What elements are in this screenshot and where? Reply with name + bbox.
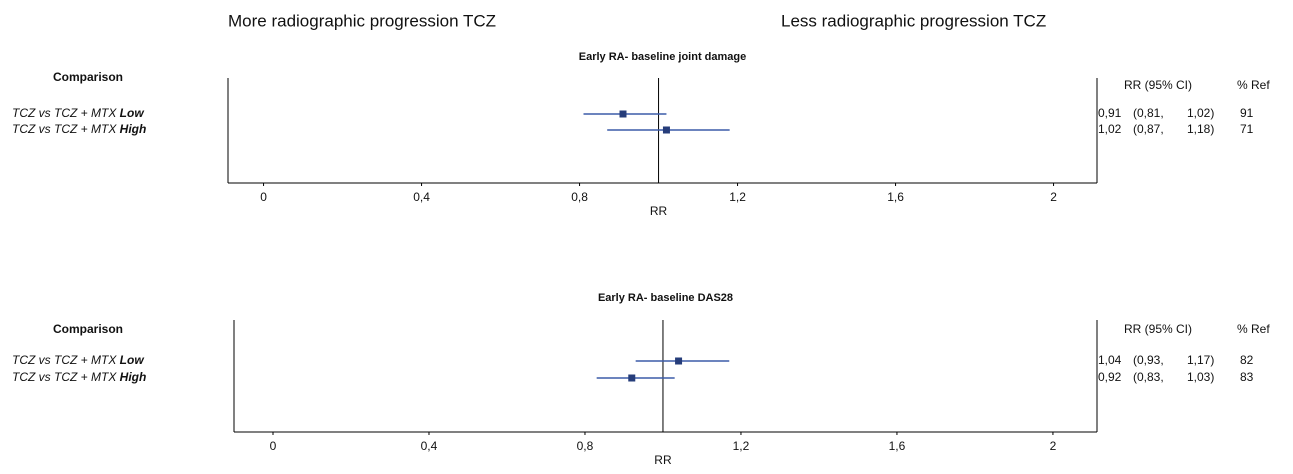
row-label-emphasis: Low (120, 353, 145, 367)
lower-label: (0,93, (1133, 353, 1164, 367)
ref-label: 82 (1240, 353, 1254, 367)
header-left: More radiographic progression TCZ (228, 11, 496, 30)
x-tick-label: 0,4 (413, 190, 430, 204)
row-label: TCZ vs TCZ + MTX High (12, 122, 146, 136)
column-header: % Ref (1237, 322, 1270, 336)
column-header: % Ref (1237, 78, 1270, 92)
point-estimate (619, 110, 627, 118)
row-label: TCZ vs TCZ + MTX High (12, 370, 146, 384)
row-label-emphasis: High (120, 122, 147, 136)
ref-label: 83 (1240, 370, 1254, 384)
x-tick-label: 0 (260, 190, 267, 204)
estimate-label: 1,02 (1098, 122, 1122, 136)
lower-label: (0,81, (1133, 106, 1164, 120)
x-axis-label: RR (654, 453, 672, 467)
point-estimate (675, 357, 683, 365)
row-label: TCZ vs TCZ + MTX Low (12, 353, 144, 367)
upper-label: 1,03) (1187, 370, 1214, 384)
x-tick-label: 0,8 (571, 190, 588, 204)
estimate-label: 0,92 (1098, 370, 1122, 384)
header-right: Less radiographic progression TCZ (781, 11, 1046, 30)
upper-label: 1,02) (1187, 106, 1214, 120)
row-label-text: TCZ vs TCZ + MTX (12, 122, 117, 136)
row-label-text: TCZ vs TCZ + MTX (12, 353, 117, 367)
x-tick-label: 0,4 (421, 439, 438, 453)
x-axis-label: RR (650, 204, 668, 218)
column-header: RR (95% CI) (1124, 78, 1192, 92)
row-label-emphasis: High (120, 370, 147, 384)
point-estimate (662, 126, 670, 134)
column-header: Comparison (53, 322, 123, 336)
lower-label: (0,87, (1133, 122, 1164, 136)
column-header: RR (95% CI) (1124, 322, 1192, 336)
upper-label: 1,17) (1187, 353, 1214, 367)
ref-label: 91 (1240, 106, 1254, 120)
x-tick-label: 0 (270, 439, 277, 453)
x-tick-label: 0,8 (577, 439, 594, 453)
row-label-text: TCZ vs TCZ + MTX (12, 370, 117, 384)
column-header: Comparison (53, 70, 123, 84)
point-estimate (628, 374, 636, 382)
row-label-text: TCZ vs TCZ + MTX (12, 106, 117, 120)
panel-title: Early RA- baseline DAS28 (598, 292, 733, 304)
x-tick-label: 2 (1050, 190, 1057, 204)
estimate-label: 1,04 (1098, 353, 1122, 367)
x-tick-label: 1,2 (733, 439, 750, 453)
upper-label: 1,18) (1187, 122, 1214, 136)
row-label-emphasis: Low (120, 106, 145, 120)
lower-label: (0,83, (1133, 370, 1164, 384)
panel-title: Early RA- baseline joint damage (579, 51, 747, 63)
x-tick-label: 1,6 (887, 190, 904, 204)
ref-label: 71 (1240, 122, 1254, 136)
estimate-label: 0,91 (1098, 106, 1122, 120)
x-tick-label: 1,2 (729, 190, 746, 204)
x-tick-label: 2 (1050, 439, 1057, 453)
x-tick-label: 1,6 (889, 439, 906, 453)
row-label: TCZ vs TCZ + MTX Low (12, 106, 144, 120)
